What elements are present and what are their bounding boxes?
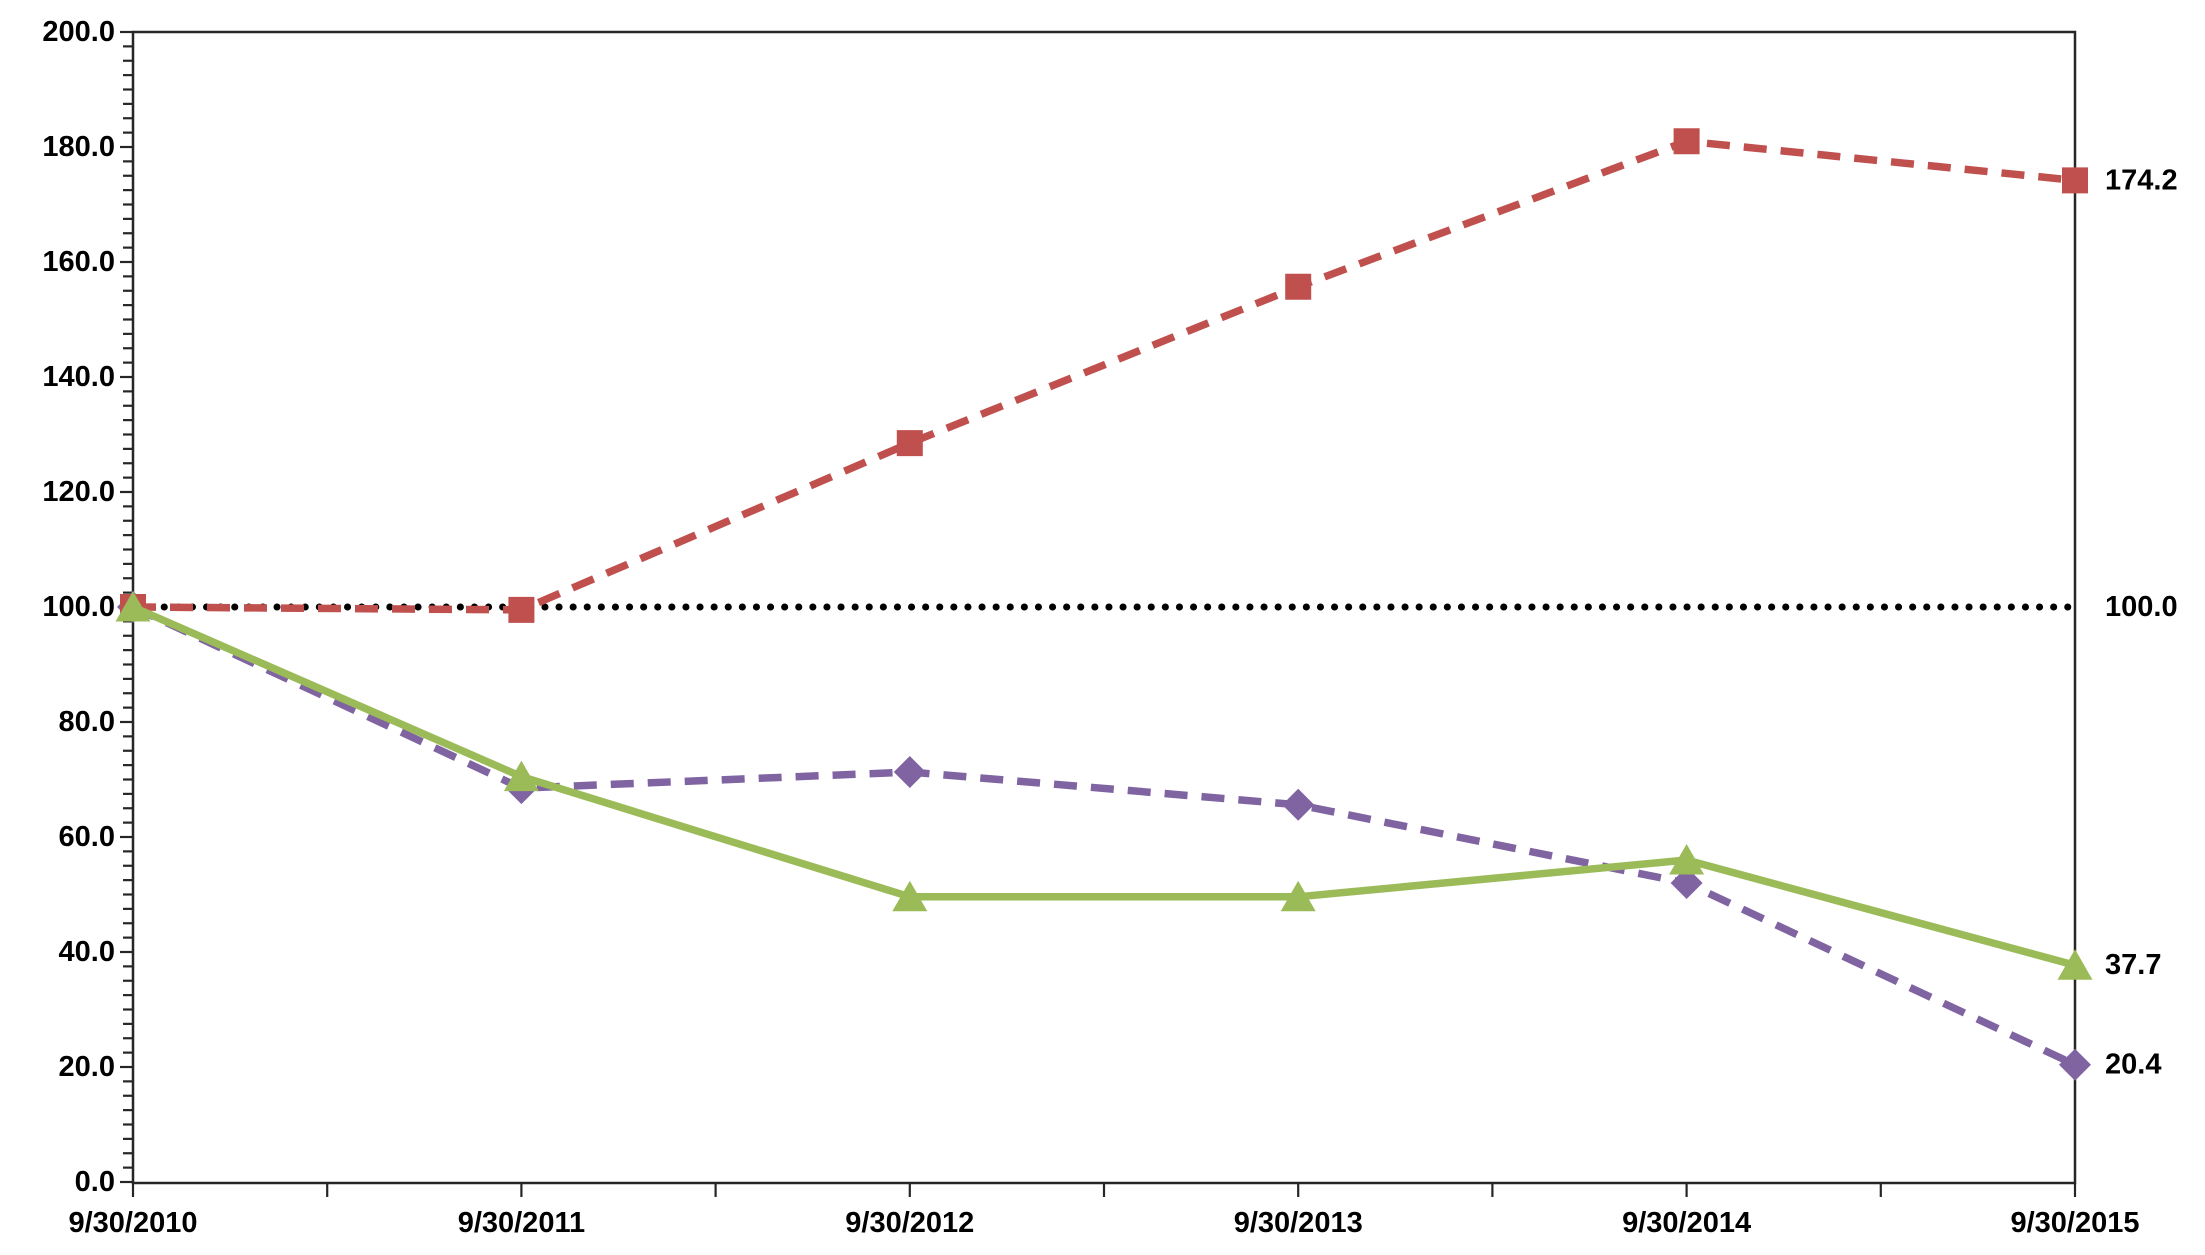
y-axis-tick-label: 40.0 (59, 936, 115, 968)
green-series-marker-triangle (1280, 880, 1316, 912)
red-series-marker-square (896, 430, 923, 457)
y-axis-tick-label: 0.0 (75, 1166, 115, 1198)
red-series-value-label: 174.2 (2105, 164, 2178, 196)
x-axis-tick-label: 9/30/2013 (1234, 1207, 1363, 1239)
x-axis-tick-label: 9/30/2011 (458, 1207, 585, 1239)
x-axis-tick-label: 9/30/2015 (2010, 1207, 2139, 1239)
y-axis-tick-label: 120.0 (42, 476, 115, 508)
red-series-marker-square (1673, 128, 1700, 155)
x-axis-tick-label: 9/30/2010 (68, 1207, 197, 1239)
y-axis-tick-label: 200.0 (42, 16, 115, 48)
green-series-value-label: 37.7 (2105, 949, 2161, 981)
green-series-marker-triangle (1669, 844, 1705, 875)
purple-series-line (131, 603, 2077, 1069)
purple-series-marker-diamond (1670, 867, 1703, 899)
y-axis-tick-label: 100.0 (42, 591, 115, 623)
y-axis-tick-label: 80.0 (59, 706, 115, 738)
reference-line-value-label: 100.0 (2105, 591, 2178, 623)
green-series-line (131, 603, 2076, 969)
y-axis-tick-label: 20.0 (59, 1051, 115, 1083)
red-series-marker-square (508, 596, 535, 623)
y-axis-tick-label: 160.0 (42, 246, 115, 278)
red-series-marker-square (1285, 273, 1312, 300)
red-series-marker-square (2062, 167, 2088, 194)
purple-series-marker-diamond (2059, 1048, 2091, 1081)
green-series-marker-triangle (115, 591, 151, 622)
green-series-marker-triangle (2057, 949, 2093, 980)
y-axis-tick-label: 140.0 (42, 361, 115, 393)
red-series-line (132, 137, 2076, 614)
purple-series-marker-diamond (893, 756, 926, 789)
y-axis-tick-label: 180.0 (42, 131, 115, 163)
x-axis-tick-label: 9/30/2014 (1622, 1207, 1751, 1239)
x-axis-tick-label: 9/30/2012 (845, 1207, 974, 1239)
y-axis-tick-label: 60.0 (59, 821, 115, 853)
purple-series-value-label: 20.4 (2105, 1049, 2161, 1081)
purple-series-marker-diamond (1282, 788, 1315, 821)
green-series-marker-triangle (892, 880, 928, 912)
green-series-marker-triangle (503, 760, 539, 792)
